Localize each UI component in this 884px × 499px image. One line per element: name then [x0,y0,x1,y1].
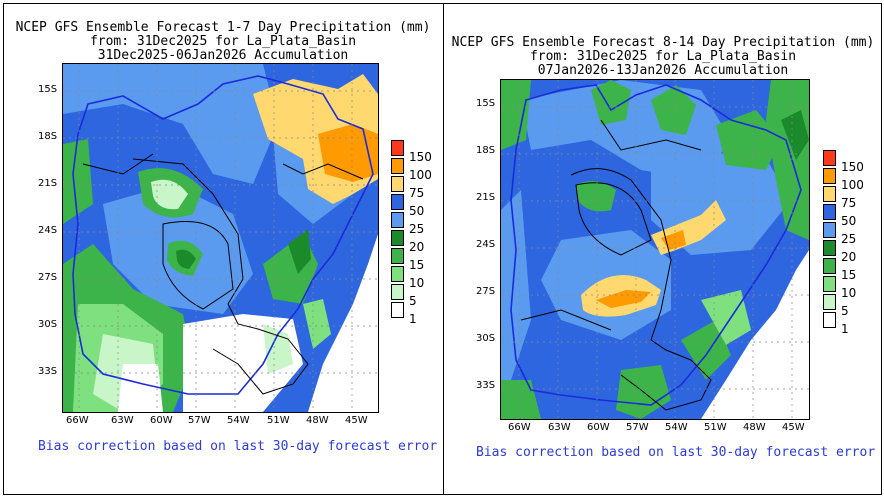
legend-label: 1 [841,322,849,336]
left-lat-tick: 18S [38,131,58,142]
legend-swatch [391,212,404,228]
legend-swatch [823,168,836,184]
legend-swatch [391,230,404,246]
legend-swatch [823,186,836,202]
legend-swatch [391,140,404,156]
legend-swatch [823,222,836,238]
left-title-line1: NCEP GFS Ensemble Forecast 1-7 Day Preci… [15,20,431,35]
left-lon-tick: 54W [227,415,250,426]
left-lon-tick: 51W [267,415,290,426]
right-lon-tick: 45W [782,422,805,433]
left-lon-tick: 63W [111,415,134,426]
figure-frame [3,3,882,495]
legend-swatch [823,258,836,274]
legend-label: 10 [409,276,425,290]
legend-swatch [823,276,836,292]
legend-label: 75 [841,196,857,210]
right-lon-tick: 63W [548,422,571,433]
left-lon-tick: 57W [188,415,211,426]
legend-label: 150 [841,160,864,174]
left-lat-tick: 15S [38,84,58,95]
legend-label: 25 [409,222,425,236]
left-map-canvas [63,64,378,412]
left-lat-tick: 30S [38,319,58,330]
right-lat-tick: 18S [476,145,496,156]
legend-label: 10 [841,286,857,300]
right-map-canvas [501,80,809,419]
left-lat-tick: 21S [38,178,58,189]
legend-label: 15 [841,268,857,282]
right-title-line2: from: 31Dec2025 for La_Plata_Basin [529,49,797,64]
right-lat-tick: 15S [476,98,496,109]
left-lon-tick: 60W [150,415,173,426]
left-precip-map [62,63,379,413]
legend-swatch [391,158,404,174]
right-title-line3: 07Jan2026-13Jan2026 Accumulation [537,63,789,78]
right-title-line1: NCEP GFS Ensemble Forecast 8-14 Day Prec… [451,35,875,50]
legend-swatch [391,176,404,192]
legend-swatch [823,294,836,310]
legend-label: 50 [409,204,425,218]
left-lon-tick: 48W [306,415,329,426]
left-lat-tick: 27S [38,272,58,283]
legend-swatch [823,150,836,166]
left-lat-tick: 24S [38,225,58,236]
right-lon-tick: 66W [508,422,531,433]
legend-label: 20 [409,240,425,254]
left-lon-tick: 66W [66,415,89,426]
right-lat-tick: 21S [476,192,496,203]
legend-swatch [823,204,836,220]
left-bias-note: Bias correction based on last 30-day for… [38,439,438,454]
legend-label: 5 [409,294,417,308]
right-lon-tick: 54W [665,422,688,433]
legend-label: 25 [841,232,857,246]
right-lat-tick: 33S [476,380,496,391]
legend-swatch [391,266,404,282]
left-lat-tick: 33S [38,366,58,377]
left-title-line2: from: 31Dec2025 for La_Plata_Basin [89,34,357,49]
legend-label: 50 [841,214,857,228]
right-bias-note: Bias correction based on last 30-day for… [476,445,876,460]
panel-divider [443,3,444,495]
legend-label: 75 [409,186,425,200]
left-title: NCEP GFS Ensemble Forecast 1-7 Day Preci… [8,21,438,63]
right-lat-tick: 30S [476,333,496,344]
right-lon-tick: 51W [704,422,727,433]
right-lon-tick: 57W [626,422,649,433]
legend-swatch [391,302,404,318]
legend-swatch [823,240,836,256]
right-lat-tick: 24S [476,239,496,250]
legend-swatch [823,312,836,328]
legend-label: 5 [841,304,849,318]
legend-label: 150 [409,150,432,164]
legend-label: 100 [409,168,432,182]
right-title: NCEP GFS Ensemble Forecast 8-14 Day Prec… [448,36,878,78]
right-lon-tick: 60W [587,422,610,433]
left-lon-tick: 45W [345,415,368,426]
legend-label: 20 [841,250,857,264]
legend-label: 15 [409,258,425,272]
right-lat-tick: 27S [476,286,496,297]
legend-label: 100 [841,178,864,192]
legend-swatch [391,194,404,210]
legend-label: 1 [409,312,417,326]
right-lon-tick: 48W [743,422,766,433]
legend-swatch [391,284,404,300]
right-precip-map [500,79,810,420]
legend-swatch [391,248,404,264]
left-title-line3: 31Dec2025-06Jan2026 Accumulation [97,48,349,63]
